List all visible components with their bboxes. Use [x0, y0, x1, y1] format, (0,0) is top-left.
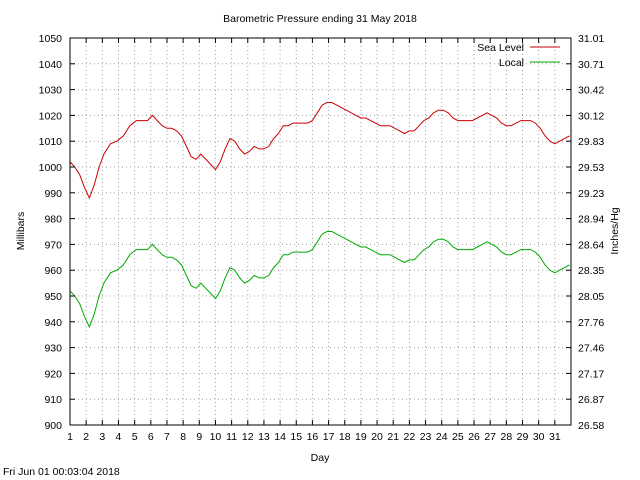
y-tick-label: 1000: [39, 162, 63, 174]
grid-lines: [70, 38, 571, 425]
legend-label: Local: [499, 57, 524, 69]
x-tick-label: 8: [180, 431, 186, 443]
y2-tick-label: 29.53: [578, 162, 604, 174]
y2-tick-label: 26.58: [578, 420, 604, 432]
x-tick-label: 9: [196, 431, 202, 443]
y2-axis-label: Inches/Hg: [609, 207, 621, 254]
y-tick-label: 1010: [39, 136, 63, 148]
series-lines: [69, 102, 570, 329]
x-tick-label: 16: [307, 431, 319, 443]
x-tick-label: 22: [404, 431, 416, 443]
x-tick-label: 29: [517, 431, 529, 443]
x-tick-label: 19: [355, 431, 367, 443]
y2-tick-label: 30.71: [578, 59, 604, 71]
plot-frame: [69, 37, 572, 426]
x-tick-label: 25: [452, 431, 464, 443]
x-tick-label: 20: [371, 431, 383, 443]
y-tick-label: 940: [44, 317, 62, 329]
x-tick-label: 12: [242, 431, 254, 443]
legend-label: Sea Level: [477, 42, 524, 54]
y2-tick-label: 28.35: [578, 265, 604, 277]
y2-tick-label: 28.64: [578, 239, 604, 251]
y2-tick-label: 26.87: [578, 394, 604, 406]
x-tick-label: 4: [116, 431, 122, 443]
x-tick-label: 27: [484, 431, 496, 443]
y2-tick-labels: 26.58 26.87 27.17 27.46 27.76 28.05 28.35 28.64…: [578, 33, 604, 432]
x-tick-label: 23: [420, 431, 432, 443]
y-tick-label: 1030: [39, 85, 63, 97]
x-tick-label: 7: [164, 431, 170, 443]
x-tick-label: 18: [339, 431, 351, 443]
x-tick-label: 31: [549, 431, 561, 443]
x-tick-label: 5: [132, 431, 138, 443]
legend: Sea Level Local: [477, 42, 560, 69]
x-tick-label: 13: [258, 431, 270, 443]
y-tick-label: 960: [44, 265, 62, 277]
y2-tick-label: 29.83: [578, 136, 604, 148]
y-tick-label: 1020: [39, 110, 63, 122]
axis-ticks: [69, 37, 571, 426]
x-tick-label: 14: [274, 431, 286, 443]
y2-tick-label: 28.94: [578, 214, 604, 226]
y-tick-label: 920: [44, 368, 62, 380]
footer-timestamp: Fri Jun 01 00:03:04 2018: [3, 466, 120, 478]
x-tick-labels: 1 2 3 4 5 6 7 8 9 10 11 12 13 14 15 16 17 18 19 20 21 22 23 24 2…: [67, 431, 561, 443]
x-tick-label: 10: [210, 431, 222, 443]
y-tick-label: 950: [44, 291, 62, 303]
y-tick-label: 910: [44, 394, 62, 406]
x-tick-label: 30: [533, 431, 545, 443]
x-tick-label: 3: [99, 431, 105, 443]
y2-tick-label: 27.46: [578, 343, 604, 355]
y-tick-label: 1050: [39, 33, 63, 45]
y-tick-label: 980: [44, 214, 62, 226]
y-tick-label: 970: [44, 239, 62, 251]
series-line-1: [69, 231, 570, 329]
x-tick-label: 15: [290, 431, 302, 443]
x-tick-label: 6: [148, 431, 154, 443]
y-tick-label: 900: [44, 420, 62, 432]
y-tick-labels: 900 910 920 930 940 950 960 970 980 990 1000 1010 10…: [39, 33, 63, 432]
series-line-0: [69, 102, 570, 200]
x-tick-label: 11: [226, 431, 237, 443]
chart-title: Barometric Pressure ending 31 May 2018: [223, 13, 417, 25]
y-axis-label: Millibars: [15, 212, 27, 251]
y-tick-label: 990: [44, 188, 62, 200]
x-tick-label: 21: [387, 431, 399, 443]
y2-tick-label: 30.12: [578, 110, 604, 122]
x-axis-label: Day: [311, 452, 330, 464]
x-tick-label: 2: [83, 431, 89, 443]
x-tick-label: 17: [323, 431, 335, 443]
x-tick-label: 1: [67, 431, 73, 443]
y2-tick-label: 30.42: [578, 85, 604, 97]
y2-tick-label: 31.01: [578, 33, 604, 45]
x-tick-label: 28: [501, 431, 513, 443]
y-tick-label: 1040: [39, 59, 63, 71]
x-tick-label: 24: [436, 431, 448, 443]
y2-tick-label: 28.05: [578, 291, 604, 303]
y2-tick-label: 27.17: [578, 368, 604, 380]
y2-tick-label: 29.23: [578, 188, 604, 200]
y2-tick-label: 27.76: [578, 317, 604, 329]
x-tick-label: 26: [468, 431, 480, 443]
y-tick-label: 930: [44, 343, 62, 355]
